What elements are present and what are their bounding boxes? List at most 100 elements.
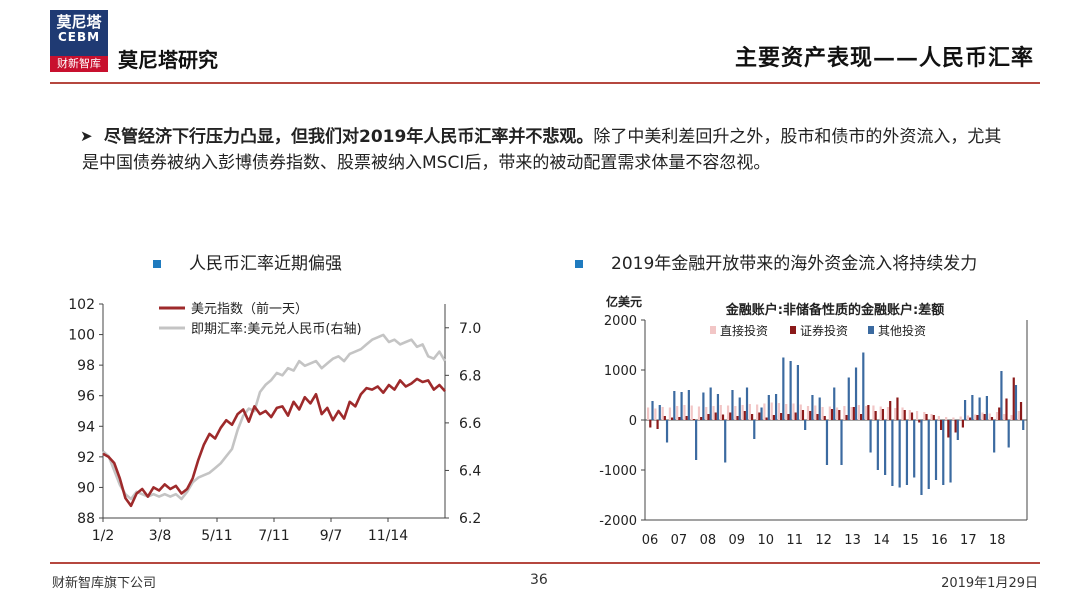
bar-1 — [780, 413, 783, 420]
bar-1 — [881, 409, 885, 420]
legend-swatch — [710, 326, 716, 334]
x-tick-label: 07 — [671, 533, 688, 548]
bar-2 — [665, 420, 669, 443]
bar-1 — [649, 420, 652, 428]
x-tick-label: 7/11 — [258, 528, 289, 544]
legend-swatch — [868, 326, 874, 334]
bar-1 — [678, 417, 681, 420]
x-tick-label: 18 — [989, 533, 1006, 548]
y-right-tick-label: 6.6 — [459, 416, 481, 432]
bar-0 — [886, 407, 890, 420]
x-tick-label: 06 — [642, 533, 659, 548]
bar-1 — [932, 415, 935, 420]
x-tick-label: 11 — [786, 533, 803, 548]
logo-line2: CEBM — [57, 30, 101, 44]
bar-1 — [787, 414, 790, 420]
bar-0 — [836, 407, 839, 420]
y-left-tick-label: 94 — [77, 419, 95, 435]
bar-2 — [774, 394, 778, 420]
y-left-tick-label: 96 — [77, 389, 95, 405]
bar-1 — [860, 414, 863, 420]
x-tick-label: 1/2 — [92, 528, 115, 544]
y-right-tick-label: 6.8 — [459, 368, 481, 384]
y-left-tick-label: 102 — [68, 297, 95, 313]
legend-label: 证券投资 — [800, 323, 848, 338]
y-unit-label: 亿美元 — [606, 294, 642, 309]
y-tick-label: 1000 — [604, 364, 637, 379]
bar-1 — [947, 420, 950, 438]
chart-title: 金融账户:非储备性质的金融账户:差额 — [725, 302, 944, 318]
bar-2 — [745, 387, 749, 420]
left-chart-lines — [102, 333, 447, 508]
bar-1 — [852, 407, 855, 420]
y-tick-label: 0 — [629, 414, 637, 429]
bar-2 — [876, 420, 879, 470]
bar-0 — [734, 406, 737, 420]
x-tick-label: 16 — [931, 533, 948, 548]
bar-1 — [743, 411, 746, 420]
x-tick-label: 08 — [700, 533, 717, 548]
bar-1 — [758, 412, 761, 420]
bar-0 — [952, 417, 955, 420]
bar-1 — [1019, 402, 1023, 420]
bar-2 — [1007, 420, 1010, 448]
bar-1 — [765, 417, 768, 420]
right-chart-heading: 2019年金融开放带来的海外资金流入将持续发力 — [575, 249, 977, 274]
x-tick-label: 13 — [844, 533, 861, 548]
x-tick-label: 5/11 — [201, 528, 232, 544]
legend-label: 即期汇率:美元兑人民币(右轴) — [191, 321, 362, 337]
y-left-tick-label: 98 — [77, 358, 95, 374]
bar-0 — [705, 407, 708, 420]
bar-0 — [785, 404, 788, 420]
bar-2 — [709, 387, 712, 420]
bar-2 — [738, 397, 741, 420]
logo-line3: 财新智库 — [50, 56, 108, 72]
bar-2 — [695, 420, 698, 460]
bar-1 — [889, 401, 892, 420]
bar-2 — [753, 420, 756, 439]
bar-0 — [894, 408, 897, 420]
bar-2 — [985, 396, 988, 420]
bar-2 — [1014, 385, 1018, 420]
section-title: 主要资产表现——人民币汇率 — [734, 45, 1034, 71]
bar-0 — [981, 412, 984, 420]
bar-1 — [823, 416, 826, 420]
y-right-tick-label: 6.2 — [459, 511, 481, 527]
bar-1 — [845, 415, 848, 420]
y-left-tick-label: 92 — [77, 450, 95, 466]
bar-0 — [770, 402, 773, 420]
bar-0 — [908, 410, 911, 420]
bullet-arrow-icon: ➤ — [80, 127, 93, 145]
x-tick-label: 9/7 — [320, 528, 343, 544]
bar-2 — [854, 367, 858, 420]
bar-2 — [862, 352, 865, 420]
bar-2 — [825, 420, 829, 465]
left-chart-heading-text: 人民币汇率近期偏强 — [189, 254, 342, 274]
bar-0 — [850, 407, 853, 420]
brand-name: 莫尼塔研究 — [118, 48, 218, 72]
bar-2 — [818, 397, 821, 420]
right-chart-legend: 直接投资 证券投资 其他投资 — [710, 323, 926, 338]
y-left-tick-label: 90 — [77, 480, 95, 496]
bar-0 — [974, 414, 977, 420]
bar-2 — [927, 420, 930, 489]
bar-2 — [1000, 371, 1003, 420]
bar-1 — [750, 414, 754, 420]
bar-0 — [937, 416, 940, 420]
bar-0 — [814, 405, 817, 420]
bar-1 — [983, 414, 986, 420]
bar-0 — [806, 406, 810, 420]
bar-2 — [847, 377, 850, 420]
y-right-tick-label: 6.4 — [459, 463, 481, 479]
bar-0 — [792, 403, 795, 420]
bar-2 — [993, 420, 996, 453]
bar-0 — [777, 403, 781, 420]
legend-label: 美元指数（前一天） — [191, 301, 308, 317]
bar-0 — [828, 406, 831, 420]
bar-0 — [1017, 411, 1020, 420]
bar-2 — [789, 361, 792, 420]
bar-2 — [971, 395, 974, 420]
bar-2 — [796, 365, 799, 420]
y-left-tick-label: 100 — [68, 328, 95, 344]
